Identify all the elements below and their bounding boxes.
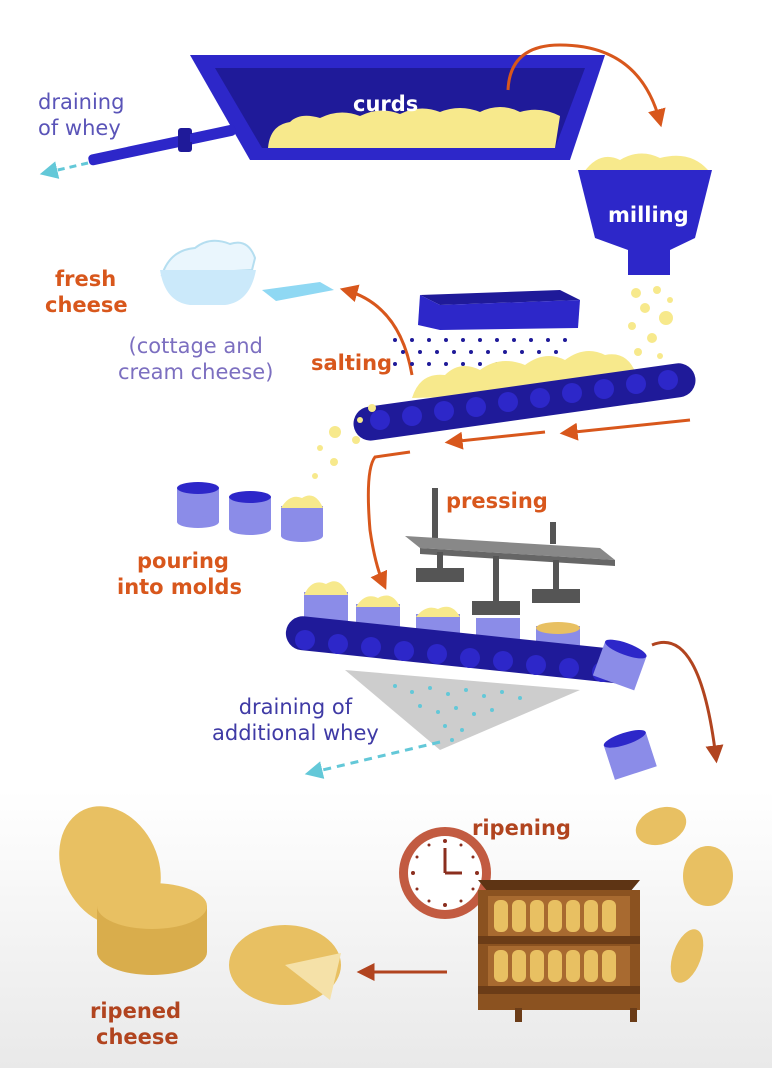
curds-vat bbox=[190, 55, 605, 160]
milling-hopper bbox=[578, 153, 712, 275]
pressing-label: pressing bbox=[446, 489, 548, 513]
arrow-to-milling bbox=[506, 43, 666, 128]
examples-line-1: (cottage and bbox=[128, 334, 263, 358]
draining-additional-line-1: draining of bbox=[238, 695, 353, 719]
draining-additional-label: draining of additional whey bbox=[212, 695, 379, 746]
cream-cheese-block bbox=[262, 282, 334, 301]
ripening-label: ripening bbox=[472, 816, 571, 840]
ripened-cheese-label: ripened cheese bbox=[90, 999, 181, 1050]
fresh-cheese-examples-label: (cottage and cream cheese) bbox=[118, 334, 273, 385]
pressing-conveyor bbox=[285, 616, 640, 684]
fresh-cheese-line-1: fresh bbox=[55, 267, 117, 291]
ripened-line-2: cheese bbox=[96, 1024, 179, 1049]
milling-label: milling bbox=[608, 203, 689, 227]
curds-label: curds bbox=[353, 92, 419, 116]
ripened-cheese-wheels bbox=[59, 806, 341, 1005]
arrow-to-fresh-cheese bbox=[339, 284, 414, 376]
tipping-molds bbox=[592, 639, 657, 780]
whey-drain-arrow bbox=[39, 161, 89, 179]
arrow-to-molds bbox=[366, 450, 411, 590]
draining-whey-label: draining of whey bbox=[38, 90, 124, 141]
pouring-line-2: into molds bbox=[117, 574, 242, 599]
falling-cheese-wheels bbox=[635, 806, 733, 983]
draining-whey-line-2: of whey bbox=[38, 115, 121, 140]
arrow-left-1 bbox=[559, 418, 691, 441]
drain-pipe bbox=[88, 124, 236, 166]
whey-funnel bbox=[345, 670, 580, 750]
empty-molds bbox=[177, 482, 323, 542]
arrow-to-ripening bbox=[651, 640, 724, 764]
salt-block bbox=[418, 290, 580, 330]
examples-line-2: cream cheese) bbox=[118, 359, 274, 384]
salt-grains bbox=[393, 338, 567, 366]
falling-curds bbox=[628, 286, 673, 359]
cheese-press bbox=[405, 488, 615, 615]
fresh-cheese-line-2: cheese bbox=[45, 292, 128, 317]
ripening-shelf bbox=[478, 880, 640, 1022]
additional-whey-arrow bbox=[304, 740, 441, 779]
salting-label: salting bbox=[311, 351, 393, 375]
spilled-curds bbox=[312, 404, 376, 479]
draining-whey-line-1: draining bbox=[38, 90, 125, 114]
salting-conveyor bbox=[353, 363, 696, 441]
pouring-label: pouring into molds bbox=[117, 549, 242, 600]
arrow-left-2 bbox=[444, 430, 546, 450]
fresh-cheese-bowl bbox=[160, 239, 257, 305]
clock-icon bbox=[399, 827, 491, 919]
fresh-cheese-label: fresh cheese bbox=[45, 267, 128, 318]
draining-additional-line-2: additional whey bbox=[212, 720, 379, 745]
ripened-line-1: ripened bbox=[90, 999, 182, 1023]
pouring-line-1: pouring bbox=[137, 549, 229, 573]
